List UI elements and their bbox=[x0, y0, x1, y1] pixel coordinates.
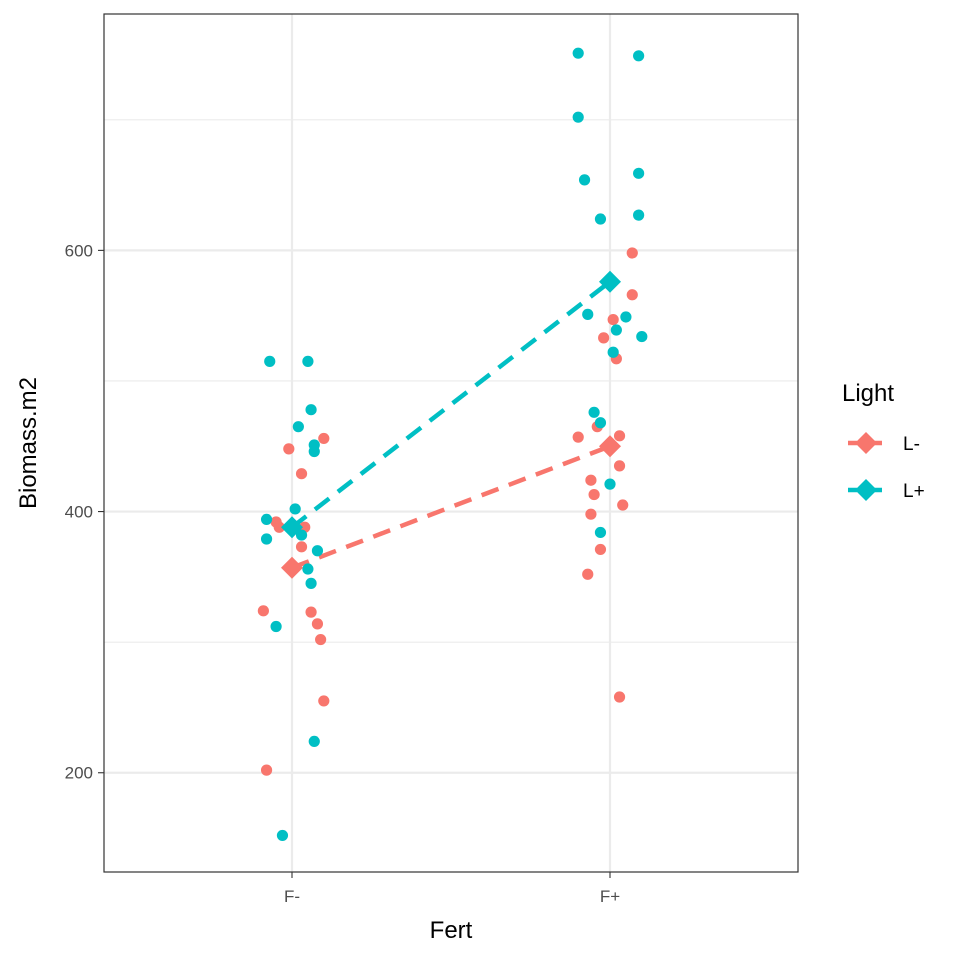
data-point-l-plus bbox=[311, 545, 324, 557]
data-point-l-minus bbox=[582, 568, 594, 580]
data-point-l-minus bbox=[613, 691, 626, 703]
data-points bbox=[257, 47, 648, 842]
legend-key-marker-l-plus bbox=[855, 479, 877, 501]
y-tick-label: 400 bbox=[65, 503, 93, 522]
mean-marker-l-plus bbox=[281, 516, 303, 539]
panel-border bbox=[103, 13, 799, 873]
data-point-l-plus bbox=[572, 47, 584, 59]
data-point-l-minus bbox=[315, 633, 327, 646]
data-point-l-plus bbox=[633, 50, 645, 62]
data-point-l-minus bbox=[613, 430, 626, 442]
data-point-l-plus bbox=[604, 478, 616, 490]
data-point-l-plus bbox=[276, 829, 289, 842]
data-point-l-minus bbox=[318, 695, 330, 707]
data-point-l-minus bbox=[273, 521, 285, 533]
data-point-l-minus bbox=[588, 488, 600, 501]
data-point-l-plus bbox=[594, 213, 607, 225]
legend-key-marker-l-minus bbox=[855, 432, 877, 454]
panel-background bbox=[104, 14, 798, 872]
data-point-l-minus bbox=[260, 764, 273, 776]
data-point-l-minus bbox=[283, 443, 295, 455]
mean-marker-l-minus bbox=[599, 435, 621, 458]
x-tick-label: F+ bbox=[600, 887, 620, 906]
legend-keys: L- L+ bbox=[848, 432, 925, 502]
data-point-l-plus bbox=[295, 529, 308, 541]
data-point-l-plus bbox=[260, 533, 273, 545]
data-point-l-minus bbox=[305, 606, 317, 618]
grid-lines bbox=[104, 14, 798, 872]
legend-label-l-plus: L+ bbox=[903, 481, 925, 502]
data-point-l-plus bbox=[633, 209, 645, 221]
mean-line-l-plus bbox=[290, 279, 612, 530]
data-point-l-minus bbox=[572, 431, 584, 443]
data-point-l-plus bbox=[594, 526, 607, 539]
data-point-l-plus bbox=[582, 308, 594, 320]
legend-title: Light bbox=[842, 380, 894, 407]
data-point-l-minus bbox=[295, 541, 308, 553]
data-point-l-plus bbox=[260, 513, 273, 525]
data-point-l-minus bbox=[585, 474, 597, 486]
data-point-l-minus bbox=[617, 499, 629, 511]
data-point-l-plus bbox=[305, 577, 317, 589]
x-tick-label: F- bbox=[284, 887, 300, 906]
data-point-l-plus bbox=[289, 503, 301, 515]
y-tick-label: 600 bbox=[65, 241, 93, 260]
y-tick-label: 200 bbox=[65, 764, 93, 783]
data-point-l-minus bbox=[311, 618, 324, 630]
data-point-l-plus bbox=[594, 417, 607, 429]
data-point-l-plus bbox=[308, 735, 320, 748]
data-point-l-minus bbox=[295, 468, 308, 480]
data-point-l-minus bbox=[257, 605, 269, 617]
data-point-l-plus bbox=[636, 330, 648, 343]
data-point-l-plus bbox=[578, 174, 591, 186]
data-point-l-minus bbox=[594, 543, 607, 556]
mean-marker-l-minus bbox=[281, 556, 303, 579]
data-point-l-minus bbox=[626, 247, 638, 259]
data-point-l-minus bbox=[598, 332, 610, 344]
mean-markers bbox=[281, 270, 621, 579]
data-point-l-minus bbox=[607, 313, 619, 326]
data-point-l-plus bbox=[302, 355, 314, 367]
data-point-l-minus bbox=[585, 508, 597, 520]
data-point-l-plus bbox=[302, 563, 314, 575]
data-point-l-minus bbox=[626, 289, 638, 301]
legend: Light L- L+ bbox=[842, 380, 925, 502]
data-point-l-minus bbox=[613, 460, 626, 472]
data-point-l-plus bbox=[633, 167, 645, 179]
mean-marker-l-plus bbox=[599, 270, 621, 293]
data-point-l-plus bbox=[308, 445, 320, 458]
data-point-l-plus bbox=[305, 404, 317, 416]
data-point-l-plus bbox=[264, 355, 276, 367]
data-point-l-plus bbox=[270, 620, 282, 633]
data-point-l-plus bbox=[292, 421, 304, 433]
data-point-l-plus bbox=[572, 111, 584, 123]
data-point-l-plus bbox=[610, 324, 622, 336]
data-point-l-plus bbox=[588, 406, 600, 418]
data-point-l-plus bbox=[620, 311, 632, 323]
data-point-l-plus bbox=[607, 346, 619, 358]
mean-lines bbox=[290, 279, 612, 570]
data-point-l-minus bbox=[318, 432, 330, 445]
axes: 200 400 600 F- F+ bbox=[65, 241, 621, 906]
y-axis-title: Biomass.m2 bbox=[15, 377, 42, 509]
x-axis-title: Fert bbox=[430, 917, 473, 944]
legend-label-l-minus: L- bbox=[903, 434, 920, 455]
